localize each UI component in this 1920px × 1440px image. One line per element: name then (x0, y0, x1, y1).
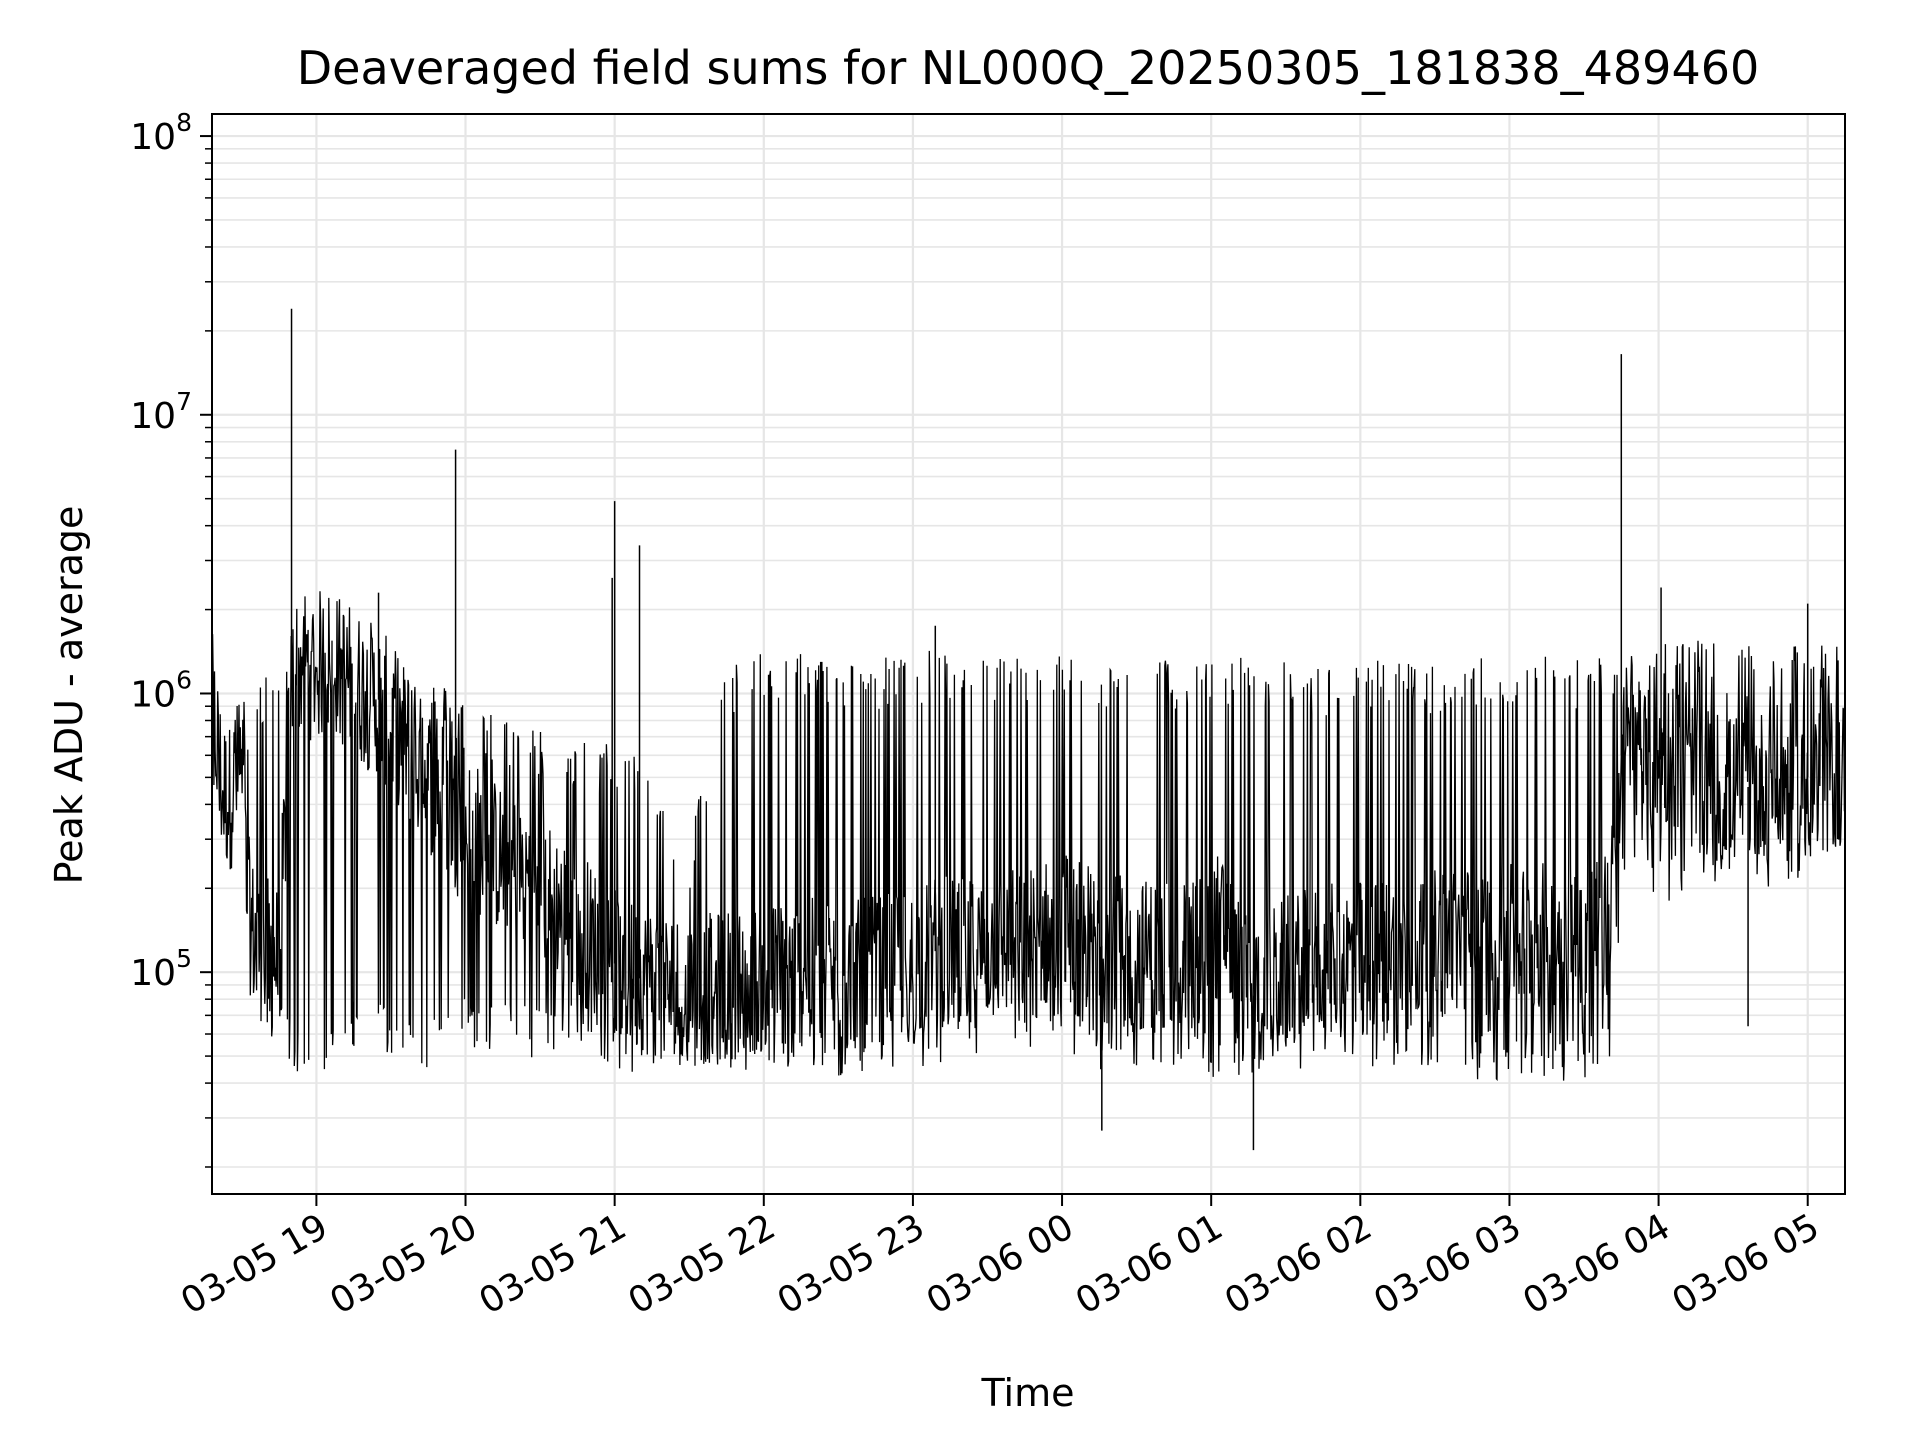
y-axis: 105 106 107 108 (130, 108, 212, 1168)
chart-title: Deaveraged field sums for NL000Q_2025030… (297, 41, 1760, 95)
y-axis-label: Peak ADU - average (47, 506, 91, 885)
x-axis-label: Time (981, 1371, 1075, 1415)
series-line (211, 591, 1846, 1082)
y-tick-label: 106 (130, 665, 192, 715)
data-layer (211, 308, 1846, 1151)
grid-layer (212, 114, 1845, 1194)
y-tick-label: 107 (130, 387, 192, 437)
y-tick-label: 105 (130, 944, 192, 994)
plot-area-frame (211, 113, 1846, 1195)
y-tick-label: 108 (130, 108, 192, 158)
